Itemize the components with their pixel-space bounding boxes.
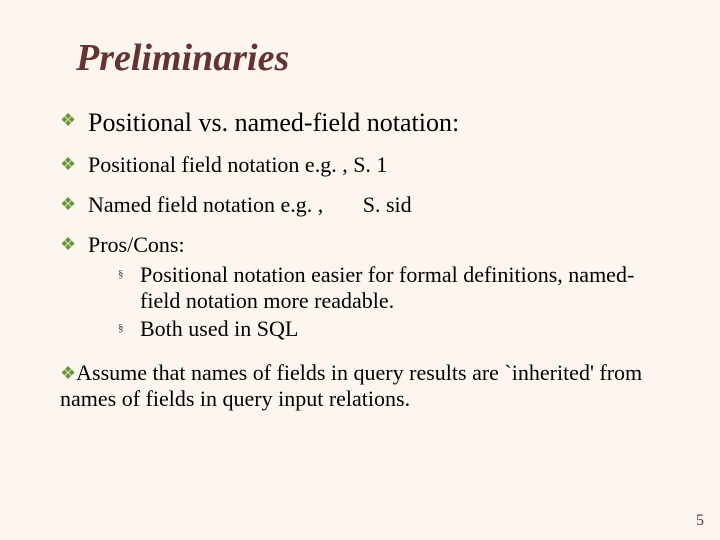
sub-bullet-list: § Positional notation easier for formal … (118, 262, 672, 342)
square-icon: § (118, 268, 124, 280)
bullet-text-3b: S. sid (363, 192, 412, 217)
bullet-item-4: ❖ Pros/Cons: § Positional notation easie… (60, 232, 672, 342)
sub-bullet-text-2: Both used in SQL (140, 316, 298, 341)
slide: Preliminaries ❖ Positional vs. named-fie… (0, 0, 720, 540)
assume-text: Assume that names of fields in query res… (60, 360, 642, 411)
diamond-icon: ❖ (60, 363, 76, 383)
sub-bullet-text-1: Positional notation easier for formal de… (140, 262, 634, 313)
bullet-text-4: Pros/Cons: (88, 232, 185, 257)
bullet-text-2: Positional field notation e.g. , S. 1 (88, 152, 387, 177)
bullet-text-3a: Named field notation e.g. , (88, 192, 329, 217)
assume-paragraph: ❖Assume that names of fields in query re… (60, 360, 672, 412)
bullet-item-1: ❖ Positional vs. named-field notation: (60, 108, 672, 138)
diamond-icon: ❖ (60, 234, 76, 255)
diamond-icon: ❖ (60, 110, 76, 131)
sub-bullet-item-2: § Both used in SQL (118, 316, 672, 342)
bullet-text-1: Positional vs. named-field notation: (88, 108, 459, 137)
bullet-item-2: ❖ Positional field notation e.g. , S. 1 (60, 152, 672, 178)
page-number: 5 (696, 512, 704, 530)
square-icon: § (118, 322, 124, 334)
sub-bullet-item-1: § Positional notation easier for formal … (118, 262, 672, 314)
bullet-item-3: ❖ Named field notation e.g. , S. sid (60, 192, 672, 218)
bullet-list: ❖ Positional vs. named-field notation: ❖… (60, 108, 672, 342)
diamond-icon: ❖ (60, 194, 76, 215)
diamond-icon: ❖ (60, 154, 76, 175)
slide-title: Preliminaries (76, 36, 672, 80)
